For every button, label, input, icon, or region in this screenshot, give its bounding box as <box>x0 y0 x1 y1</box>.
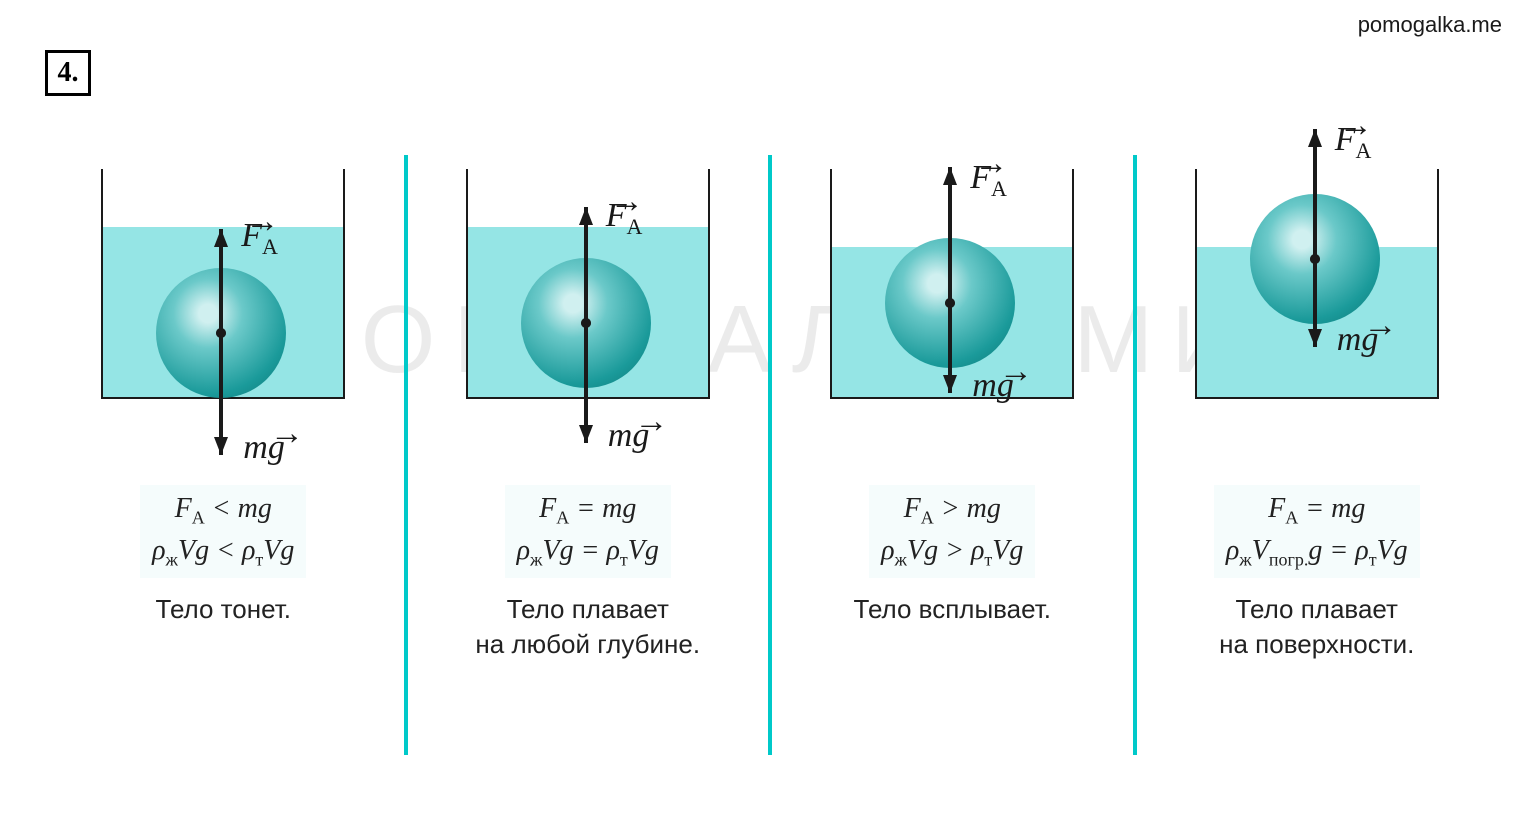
caption: Тело плаваетна любой глубине. <box>475 592 700 662</box>
gravity-force-arrow-icon <box>201 313 241 475</box>
gravity-force-label: mg→ <box>1337 321 1379 359</box>
task-number-box: 4. <box>45 50 91 96</box>
caption: Тело плаваетна поверхности. <box>1219 592 1414 662</box>
formula-block: FA = mg ρжVпогр.g = ρтVg <box>1214 485 1420 578</box>
diagram-sinks: F→A mg→ <box>73 155 373 465</box>
archimedes-force-label: F→A <box>241 217 278 260</box>
archimedes-force-label: F→A <box>970 159 1007 202</box>
formula-block: FA < mg ρжVg < ρтVg <box>140 485 306 578</box>
formula-density-comparison: ρжVg > ρтVg <box>881 535 1023 571</box>
panels-container: F→Amg→FA < mgρжVg < ρтVgТело тонет.F→Amg… <box>45 155 1495 755</box>
panel-divider <box>1133 155 1137 755</box>
diagram-floats-up: F→A mg→ <box>802 155 1102 465</box>
panel-floats-up: F→A mg→ FA > mg ρжVg > ρтVg Тело всплывает. <box>774 155 1131 755</box>
gravity-force-label: mg→ <box>972 367 1014 405</box>
panel-surface: F→Amg→ FA = mg ρжVпогр.g = ρтVg Тело плавае… <box>1139 155 1496 755</box>
task-number: 4. <box>58 57 79 89</box>
gravity-force-label: mg→ <box>608 417 650 455</box>
formula-density-comparison: ρжVg < ρтVg <box>152 535 294 571</box>
formula-force-comparison: FA < mg <box>152 493 294 529</box>
formula-force-comparison: FA = mg <box>517 493 659 529</box>
gravity-force-label: mg→ <box>243 429 285 467</box>
formula-force-comparison: FA = mg <box>1226 493 1408 529</box>
formula-density-comparison: ρжVg = ρтVg <box>517 535 659 571</box>
panel-divider <box>768 155 772 755</box>
caption: Тело всплывает. <box>854 592 1051 627</box>
caption: Тело тонет. <box>156 592 291 627</box>
diagram-surface: F→Amg→ <box>1167 155 1467 465</box>
panel-sinks: F→A mg→ FA < mg ρжVg < ρтVg Тело тонет. <box>45 155 402 755</box>
panel-neutral: F→A mg→ FA = mg ρжVg = ρтVg Тело плаваетна л… <box>410 155 767 755</box>
formula-density-comparison: ρжVпогр.g = ρтVg <box>1226 535 1408 571</box>
diagram-neutral: F→A mg→ <box>438 155 738 465</box>
archimedes-force-label: F→A <box>1335 121 1372 164</box>
formula-block: FA > mg ρжVg > ρтVg <box>869 485 1035 578</box>
gravity-force-arrow-icon <box>930 283 970 413</box>
formula-block: FA = mg ρжVg = ρтVg <box>505 485 671 578</box>
formula-force-comparison: FA > mg <box>881 493 1023 529</box>
gravity-force-arrow-icon <box>1295 239 1335 367</box>
gravity-force-arrow-icon <box>566 303 606 463</box>
source-watermark: pomogalka.me <box>1358 12 1502 38</box>
panel-divider <box>404 155 408 755</box>
archimedes-force-label: F→A <box>606 197 643 240</box>
